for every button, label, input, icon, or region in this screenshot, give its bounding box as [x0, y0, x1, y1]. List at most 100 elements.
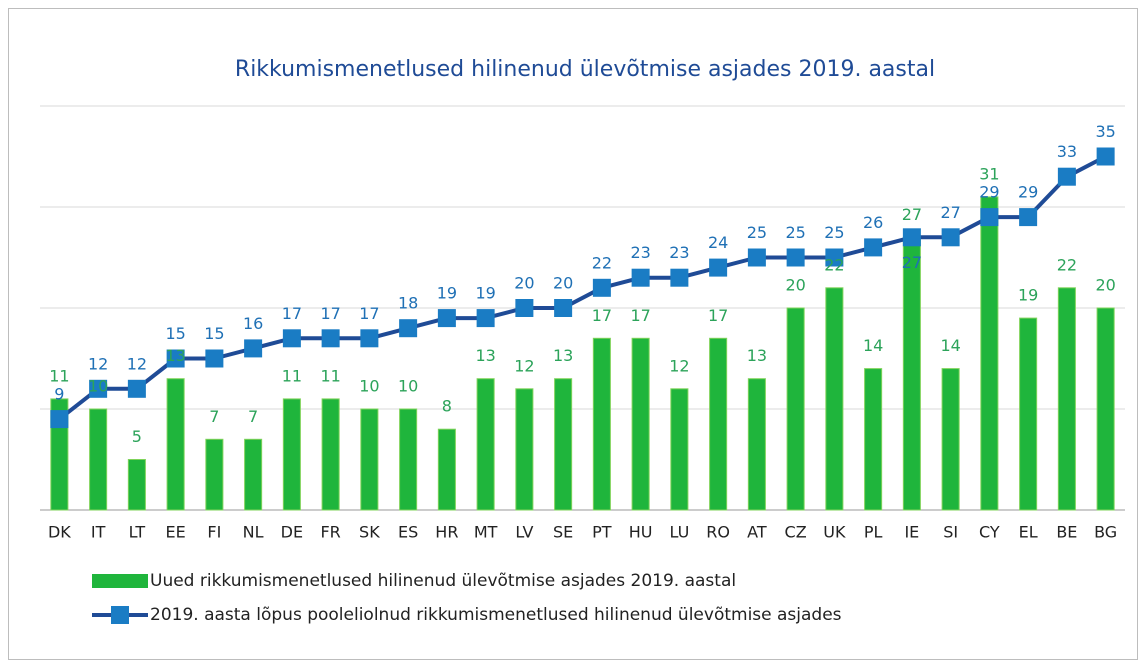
data-label: 20	[785, 276, 805, 295]
x-tick-label: BG	[1094, 523, 1117, 542]
data-label: 17	[282, 304, 302, 323]
data-label: 25	[824, 223, 844, 242]
data-label: 12	[88, 354, 108, 373]
data-label: 24	[708, 233, 728, 252]
x-tick-label: FI	[207, 523, 221, 542]
line-marker	[127, 379, 146, 398]
x-tick-label: LV	[515, 523, 533, 542]
bar	[89, 408, 108, 511]
bar	[941, 368, 960, 511]
data-label: 19	[437, 284, 457, 303]
x-tick-label: PT	[592, 523, 612, 542]
bar	[1057, 287, 1076, 511]
x-tick-label: LT	[129, 523, 146, 542]
legend-swatch	[111, 606, 129, 624]
data-label: 12	[514, 356, 534, 375]
bar	[321, 398, 340, 511]
line-marker	[360, 329, 379, 348]
data-label: 20	[514, 274, 534, 293]
data-label: 19	[475, 284, 495, 303]
line-marker	[321, 329, 340, 348]
bar	[399, 408, 418, 511]
bar	[825, 287, 844, 511]
line-marker	[825, 248, 844, 267]
data-label: 10	[88, 377, 108, 396]
x-tick-label: CZ	[785, 523, 807, 542]
x-tick-label: EE	[166, 523, 186, 542]
x-tick-label: DE	[281, 523, 303, 542]
line-marker	[1019, 208, 1038, 227]
line-marker	[631, 268, 650, 287]
bar	[515, 388, 534, 511]
data-label: 22	[824, 255, 844, 274]
data-label: 10	[398, 377, 418, 396]
data-label: 27	[940, 203, 960, 222]
legend-swatch	[92, 574, 148, 588]
x-tick-label: HU	[629, 523, 653, 542]
bar	[127, 459, 146, 511]
line-marker	[89, 379, 108, 398]
bar	[592, 337, 611, 511]
data-label: 17	[708, 306, 728, 325]
x-tick-label: FR	[320, 523, 340, 542]
line-marker	[864, 238, 883, 257]
line-marker	[554, 299, 573, 317]
data-label: 22	[592, 253, 612, 272]
x-tick-label: AT	[747, 523, 767, 542]
x-tick-label: ES	[398, 523, 418, 542]
x-tick-label: RO	[706, 523, 730, 542]
bar	[864, 368, 883, 511]
line-marker	[50, 410, 69, 429]
x-tick-label: SI	[943, 523, 958, 542]
line-marker	[670, 268, 689, 287]
data-label: 31	[979, 164, 999, 183]
data-label: 11	[320, 366, 340, 385]
data-label: 17	[320, 304, 340, 323]
data-label: 33	[1057, 142, 1077, 161]
data-label: 19	[1018, 286, 1038, 305]
x-tick-label: EL	[1019, 523, 1038, 542]
line-marker	[1057, 167, 1076, 186]
bar	[1019, 317, 1038, 511]
data-label: 23	[669, 243, 689, 262]
line-marker	[709, 258, 728, 277]
line-marker	[244, 339, 263, 358]
bar	[244, 438, 263, 511]
bar	[747, 378, 766, 511]
line-marker	[205, 349, 224, 368]
data-label: 13	[553, 346, 573, 365]
legend-label: Uued rikkumismenetlused hilinenud ülevõt…	[150, 571, 736, 591]
data-label: 17	[592, 306, 612, 325]
x-tick-label: LU	[669, 523, 689, 542]
data-label: 10	[359, 377, 379, 396]
bar	[709, 337, 728, 511]
data-label: 13	[747, 346, 767, 365]
bar	[1096, 307, 1115, 511]
bar	[902, 236, 921, 511]
data-label: 25	[785, 223, 805, 242]
chart-title: Rikkumismenetlused hilinenud ülevõtmise …	[235, 57, 935, 82]
bar	[166, 378, 185, 511]
data-label: 27	[902, 253, 922, 272]
bar	[437, 428, 456, 511]
line-marker	[515, 299, 534, 317]
data-label: 23	[630, 243, 650, 262]
data-label: 7	[248, 407, 258, 426]
bar	[786, 307, 805, 511]
data-label: 29	[1018, 183, 1038, 202]
bar	[670, 388, 689, 511]
data-label: 9	[54, 385, 64, 404]
legend-label: 2019. aasta lõpus pooleliolnud rikkumism…	[150, 605, 842, 625]
bar	[980, 196, 999, 511]
x-tick-label: PL	[864, 523, 883, 542]
bar	[360, 408, 379, 511]
data-label: 17	[359, 304, 379, 323]
line-marker	[282, 329, 301, 348]
bar	[631, 337, 650, 511]
data-label: 13	[165, 346, 185, 365]
data-label: 15	[165, 324, 185, 343]
x-tick-label: SK	[359, 523, 380, 542]
x-tick-label: UK	[823, 523, 846, 542]
data-label: 12	[127, 354, 147, 373]
